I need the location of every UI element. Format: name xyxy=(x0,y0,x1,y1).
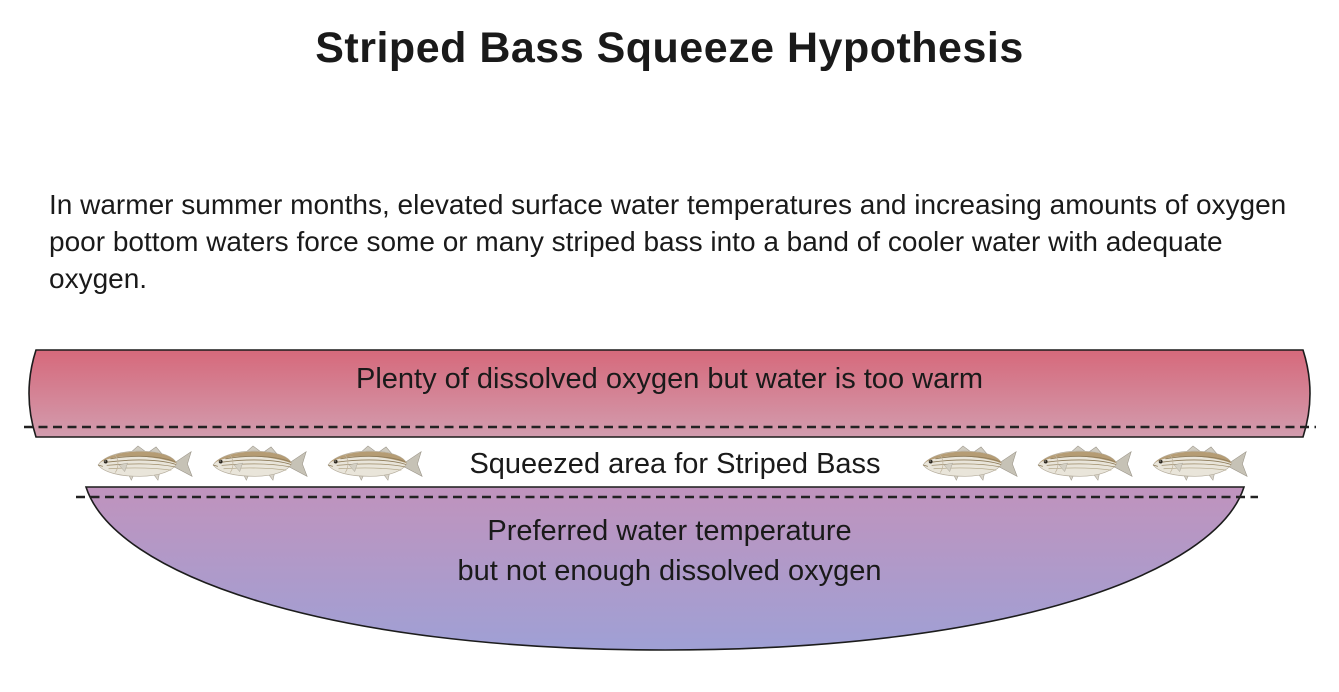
striped-bass-icon xyxy=(325,445,430,483)
bottom-band-label: Preferred water temperature but not enou… xyxy=(0,511,1339,591)
intro-text: In warmer summer months, elevated surfac… xyxy=(49,189,1287,294)
striped-bass-icon xyxy=(920,445,1025,483)
bottom-band-label-line1: Preferred water temperature xyxy=(487,515,852,547)
bottom-band-label-line2: but not enough dissolved oxygen xyxy=(457,555,882,587)
striped-bass-icon xyxy=(1035,445,1140,483)
squeeze-band-label: Squeezed area for Striped Bass xyxy=(469,447,881,480)
striped-bass-icon xyxy=(95,445,200,483)
surface-band-label: Plenty of dissolved oxygen but water is … xyxy=(355,363,984,395)
page-title: Striped Bass Squeeze Hypothesis xyxy=(315,24,1024,72)
striped-bass-icon xyxy=(210,445,315,483)
bottom-water-band xyxy=(84,486,1246,651)
fish-group-right xyxy=(920,445,1255,483)
fish-group-left xyxy=(95,445,430,483)
surface-water-band xyxy=(28,349,1311,438)
striped-bass-icon xyxy=(1150,445,1255,483)
squeeze-band: Squeezed area for Striped Bass xyxy=(95,444,1255,484)
